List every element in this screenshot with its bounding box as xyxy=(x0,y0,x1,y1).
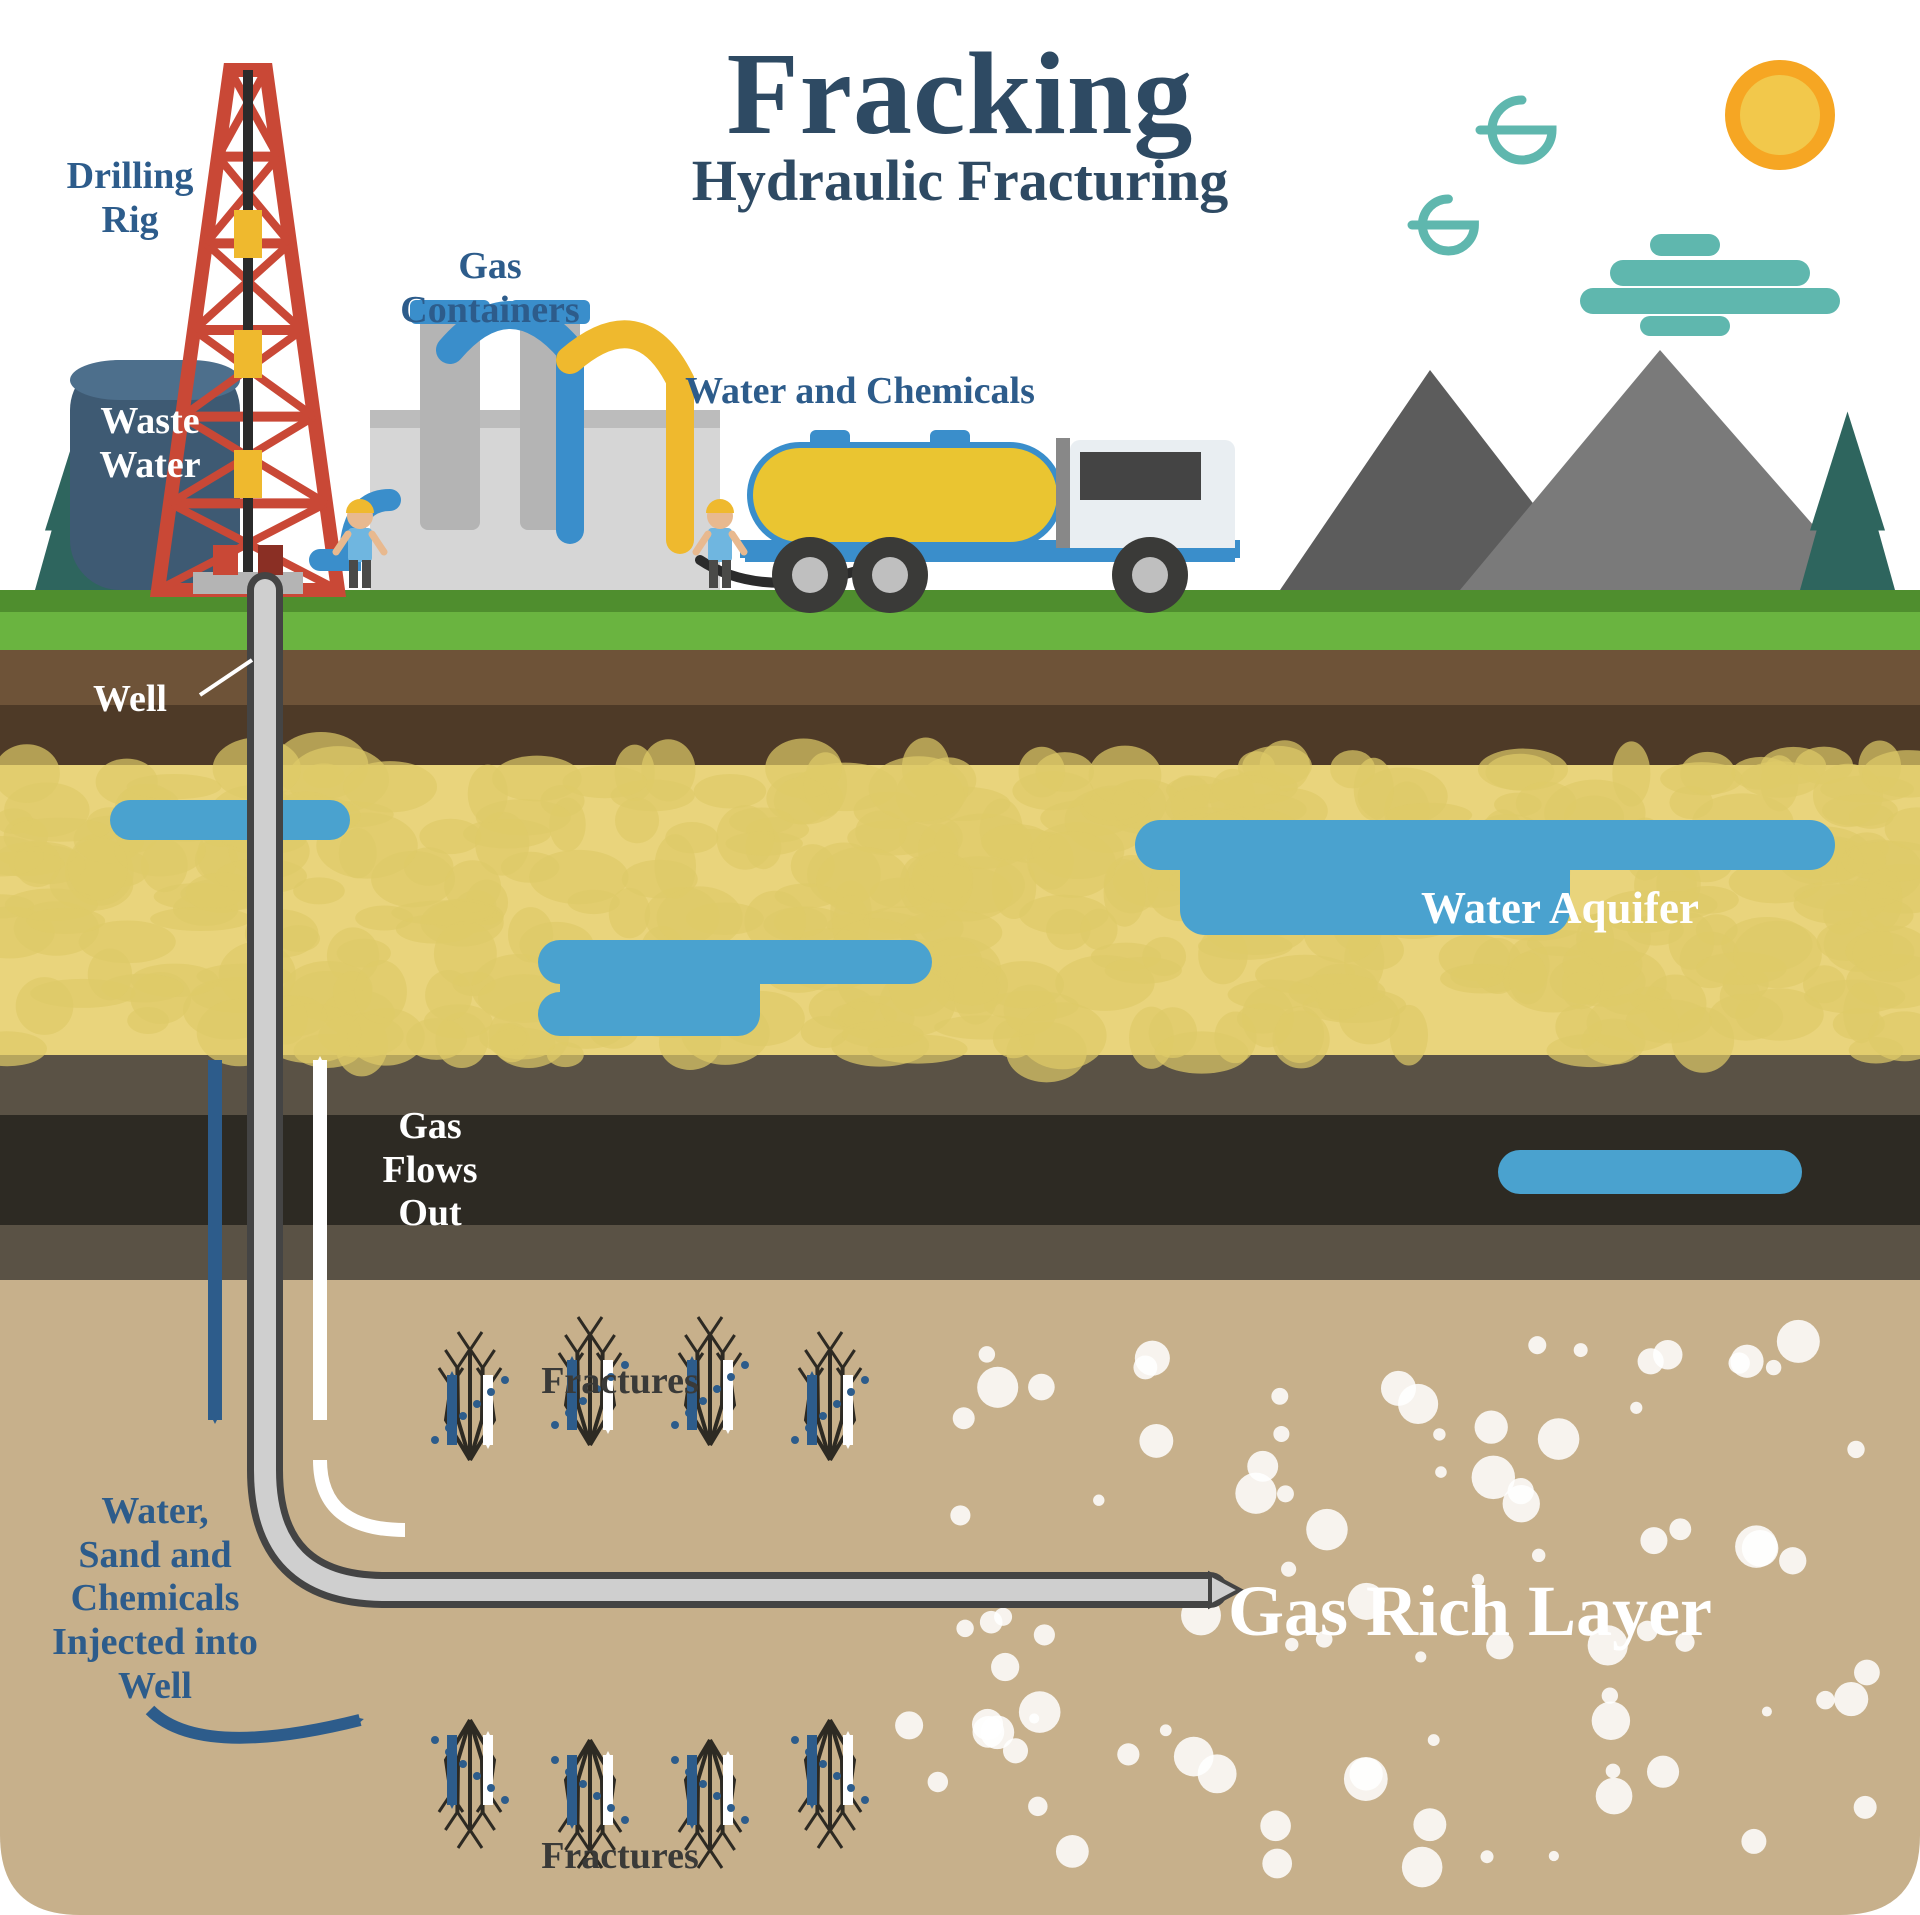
label-drilling_rig: DrillingRig xyxy=(30,155,230,242)
title-sub: Hydraulic Fracturing xyxy=(510,148,1410,215)
label-well: Well xyxy=(70,678,190,722)
label-water_aquifer: Water Aquifer xyxy=(1380,883,1740,935)
tanker-truck xyxy=(740,430,1240,613)
fracking-infographic: FrackingHydraulic Fracturing DrillingRig W… xyxy=(0,0,1920,1915)
label-injected: Water,Sand andChemicalsInjected intoWell xyxy=(15,1490,295,1708)
label-fractures_top: Fractures xyxy=(490,1360,750,1404)
label-waste_water: WasteWater xyxy=(65,400,235,487)
label-gas_rich_layer: Gas Rich Layer xyxy=(1170,1570,1770,1653)
label-fractures_bottom: Fractures xyxy=(490,1835,750,1879)
label-gas_flows_out: GasFlowsOut xyxy=(345,1105,515,1236)
label-gas_containers: GasContainers xyxy=(365,245,615,332)
title-main: Fracking xyxy=(510,26,1410,162)
label-water_chemicals: Water and Chemicals xyxy=(620,370,1100,414)
drilling-rig xyxy=(158,70,338,594)
